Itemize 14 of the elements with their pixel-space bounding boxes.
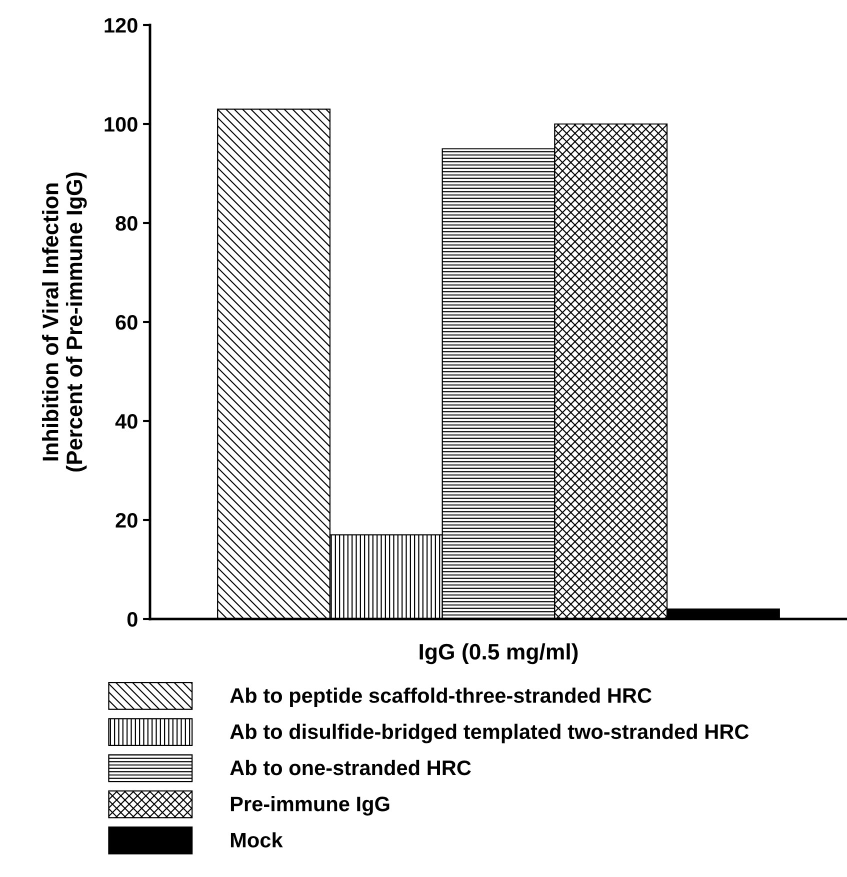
legend-label: Ab to disulfide-bridged templated two-stranded HRC [230, 724, 749, 744]
y-tick-label: 100 [104, 117, 138, 132]
legend-label: Pre-immune IgG [230, 796, 390, 816]
x-axis-title: IgG (0.5 mg/ml) [420, 643, 578, 664]
y-tick-label: 20 [116, 513, 138, 528]
y-tick-label: 40 [115, 414, 138, 429]
legend-label: Ab to peptide scaffold-three-stranded HRC [230, 688, 652, 708]
legend-label: Mock [230, 832, 283, 848]
legend-label: Ab to one-stranded HRC [230, 760, 471, 776]
y-axis-title: Inhibition of Viral Infection (Percent of Pre-immune IgG) [42, 172, 87, 472]
y-tick-label: 0 [127, 612, 138, 627]
y-tick-label: 80 [116, 216, 138, 231]
y-tick-label: 60 [116, 315, 138, 330]
y-tick-label: 120 [104, 18, 138, 33]
